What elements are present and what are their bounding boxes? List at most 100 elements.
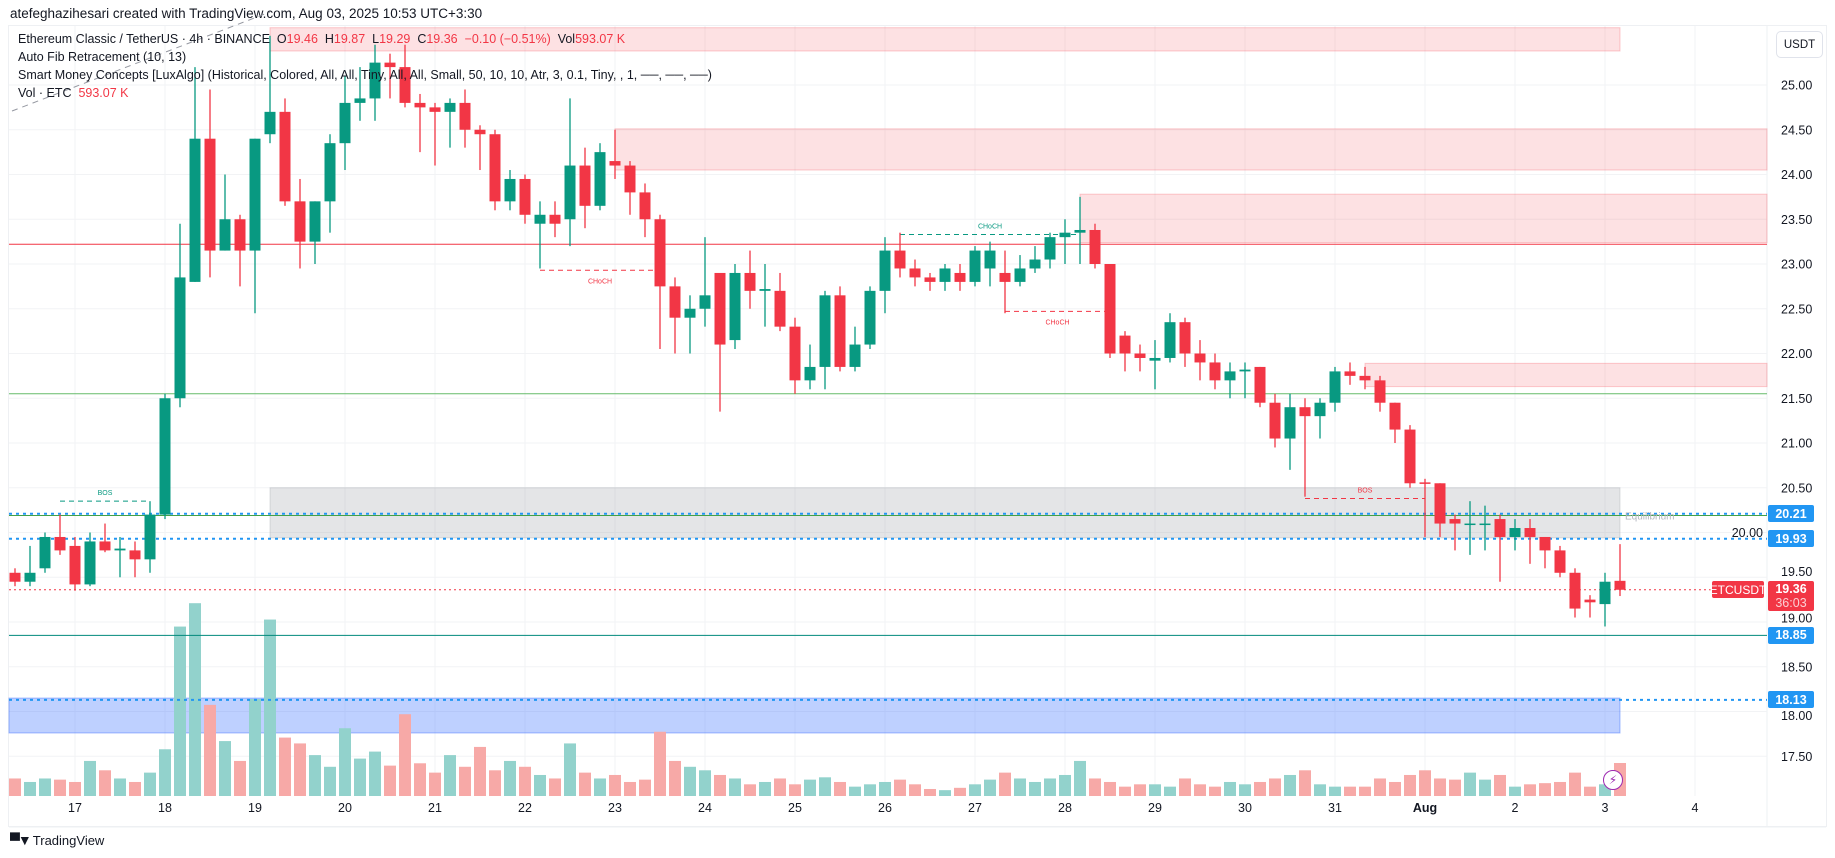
candle [24,545,36,587]
volume-bar [564,743,576,796]
candle [1314,398,1326,439]
candle-body [1254,366,1266,403]
candle-body [114,548,126,551]
time-tick-label: 3 [1602,801,1609,815]
candle [249,138,261,314]
price-badge-18-85: 18.85 [1768,626,1814,644]
volume-bar [759,781,771,796]
candle [1179,317,1191,367]
volume-bar [624,781,636,796]
candle [1494,514,1506,582]
candle-body [609,161,621,166]
candle [1059,219,1071,264]
volume-bar [609,774,621,796]
candle [474,125,486,171]
candle-body [909,268,921,278]
candle-body [174,277,186,399]
volume-bar [534,774,546,796]
volume-series-label: Vol · ETC [18,86,72,100]
candle [699,237,711,327]
candle-body [1164,322,1176,358]
candle [564,98,576,247]
candle [789,317,801,394]
candle [1014,255,1026,287]
candle-body [864,290,876,345]
volume-bar [234,760,246,796]
price-tick-label: 25.00 [1781,79,1812,93]
legend-smc-indicator[interactable]: Smart Money Concepts [LuxAlgo] (Historic… [18,68,712,82]
candle [174,223,186,408]
time-tick-label: 19 [248,801,262,815]
candle-body [1239,369,1251,372]
supply-zone-2185 [1364,362,1768,388]
demand-zone [8,697,1621,734]
candle [1539,536,1551,569]
structure-label-choch: CHoCH [1045,319,1069,326]
volume-bar [1404,774,1416,796]
currency-button[interactable]: USDT [1776,31,1823,58]
volume-bar [1194,784,1206,796]
candle-body [1179,322,1191,354]
legend-volume-indicator[interactable]: Vol · ETC 593.07 K [18,86,129,100]
candle-body [69,545,81,585]
volume-bar [354,758,366,796]
lightning-icon[interactable]: ⚡ [1603,770,1623,790]
time-tick-label: 18 [158,801,172,815]
candle-body [354,98,366,103]
volume-bar [414,763,426,796]
candle [354,67,366,121]
volume-bar [1539,783,1551,796]
time-tick-label: 20 [338,801,352,815]
volume-bar [309,755,321,796]
candle [459,89,471,148]
structure-label-choch: CHoCH [588,278,612,285]
volume-bar [849,786,861,796]
candle [684,295,696,354]
candle-body [699,295,711,309]
volume-bar [264,619,276,796]
candle-body [1374,380,1386,403]
volume-bar [939,790,951,796]
time-tick-label: 24 [698,801,712,815]
candle-body [774,290,786,327]
volume-bar [744,784,756,796]
candle [234,214,246,287]
volume-bar [1479,779,1491,796]
candle [1209,353,1221,390]
legend-fib-indicator[interactable]: Auto Fib Retracement (10, 13) [18,50,187,64]
time-tick-label: 28 [1058,801,1072,815]
candle-body [939,268,951,282]
candle [984,241,996,287]
candle-body [1284,407,1296,439]
candle-body [1554,550,1566,573]
candle-body [1014,268,1026,282]
legend-symbol-row[interactable]: Ethereum Classic / TetherUS · 4h · BINAN… [18,32,625,46]
volume-bar [1059,774,1071,796]
time-tick-label: 25 [788,801,802,815]
volume-bar [1179,778,1191,796]
candle [1119,331,1131,372]
high-value: 19.87 [333,32,366,46]
candle-body [1419,482,1431,484]
candle-body [1584,599,1596,603]
candle [504,170,516,211]
volume-bar [324,766,336,796]
candle [834,286,846,372]
price-tick-label: 23.00 [1781,258,1812,272]
candle [1554,545,1566,578]
candle-body [654,219,666,287]
volume-bar [924,788,936,796]
tradingview-logo[interactable]: ▀▼ TradingView [10,832,104,848]
volume-bar [1254,781,1266,796]
price-tick-label: 18.00 [1781,709,1812,723]
volume-bar [1239,784,1251,796]
candle [744,250,756,309]
candle-body [1089,229,1101,264]
candle-body [984,250,996,269]
candle [999,250,1011,314]
open-value: 19.46 [286,32,318,46]
volume-bar [879,781,891,796]
candle-body [804,366,816,381]
volume-bar [159,749,171,796]
